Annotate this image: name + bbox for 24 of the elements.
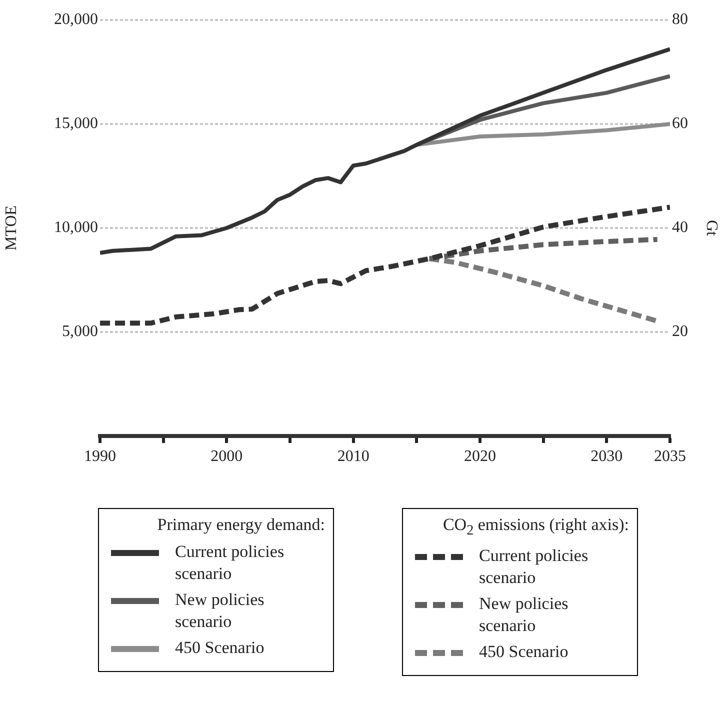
y-axis-title: MTOE — [2, 205, 20, 251]
x-tick-label: 2035 — [654, 448, 686, 465]
x-tick-label: 2030 — [590, 448, 623, 465]
legend-label: Current policies scenario — [175, 541, 286, 585]
x-tick-label: 2000 — [210, 448, 243, 465]
text: CO$_{2}$ emissions (right axis): — [442, 515, 629, 540]
y2-axis-title: Gt — [703, 220, 720, 237]
y2-tick-label: 40 — [672, 219, 688, 236]
y-tick-label: 10,000 — [54, 219, 98, 236]
legend-label: 450 Scenario — [175, 637, 266, 659]
y2-tick-label: 80 — [672, 11, 688, 28]
legend-label: New policies scenario — [479, 593, 570, 638]
x-tick-label: 1990 — [84, 448, 116, 465]
y-tick-label: 5,000 — [62, 323, 98, 340]
y2-tick-label: 20 — [672, 323, 688, 340]
legend-label: New policies scenario — [175, 589, 266, 633]
legend-label: Current policies scenario — [479, 545, 590, 590]
y-tick-label: 20,000 — [54, 11, 98, 28]
x-tick-label: 2010 — [337, 448, 370, 465]
y2-tick-label: 60 — [672, 115, 688, 132]
x-tick-label: 2020 — [464, 448, 496, 465]
y-tick-label: 15,000 — [54, 115, 98, 132]
text: Primary energy demand: — [156, 515, 325, 535]
legend-label: 450 Scenario — [479, 641, 570, 664]
